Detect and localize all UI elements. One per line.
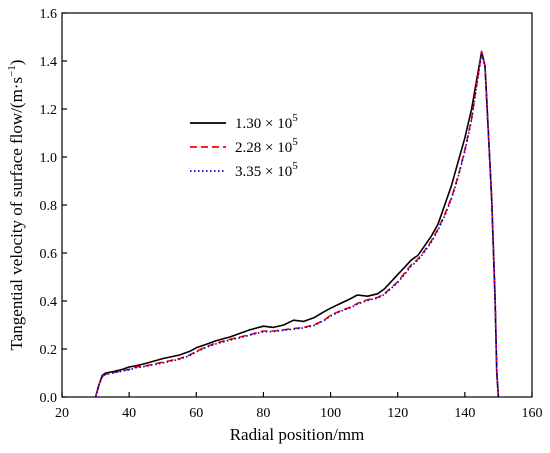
- y-tick-label: 0.2: [40, 343, 58, 358]
- legend-label-1: 1.30 × 105: [235, 112, 298, 132]
- y-axis-title-exponent: −1: [6, 65, 18, 77]
- y-tick-label: 1.0: [40, 151, 58, 166]
- y-axis-title-close: ): [7, 60, 26, 66]
- x-tick-label: 120: [387, 406, 408, 421]
- legend-label-base: 2.28 × 10: [235, 140, 292, 156]
- series-line-3: [94, 51, 500, 398]
- legend-label-exponent: 5: [292, 112, 298, 124]
- plot-frame: [61, 12, 533, 398]
- legend-label-exponent: 5: [292, 160, 298, 172]
- y-tick-label: 0.6: [40, 247, 58, 262]
- legend-label-2: 2.28 × 105: [235, 136, 298, 156]
- legend-label-exponent: 5: [292, 136, 298, 148]
- axis-ticks: 20 40 60 80 100 120 140 160 0.0 0.2 0.4 0.6 0.8 1.0 1.…: [40, 7, 543, 421]
- y-tick-label: 1.2: [40, 103, 58, 118]
- series-layer: [94, 50, 500, 398]
- y-tick-label: 0.8: [40, 199, 58, 214]
- x-tick-label: 160: [522, 406, 543, 421]
- series-line-1: [94, 50, 500, 398]
- x-tick-label: 60: [189, 406, 203, 421]
- y-tick-label: 1.6: [40, 7, 58, 22]
- x-tick-label: 100: [320, 406, 341, 421]
- legend-label-base: 3.35 × 10: [235, 164, 292, 180]
- x-tick-label: 140: [454, 406, 475, 421]
- x-tick-label: 20: [55, 406, 69, 421]
- x-tick-label: 40: [122, 406, 136, 421]
- y-tick-label: 1.4: [40, 55, 58, 70]
- legend-label-base: 1.30 × 10: [235, 116, 292, 132]
- y-tick-label: 0.0: [40, 391, 58, 406]
- x-tick-label: 80: [256, 406, 270, 421]
- legend-label-3: 3.35 × 105: [235, 160, 298, 180]
- y-tick-label: 0.4: [40, 295, 58, 310]
- y-axis-title-main: Tangential velocity of surface flow/(m·s: [7, 77, 26, 351]
- x-axis-title: Radial position/mm: [230, 425, 365, 444]
- y-axis-title: Tangential velocity of surface flow/(m·s…: [6, 60, 26, 351]
